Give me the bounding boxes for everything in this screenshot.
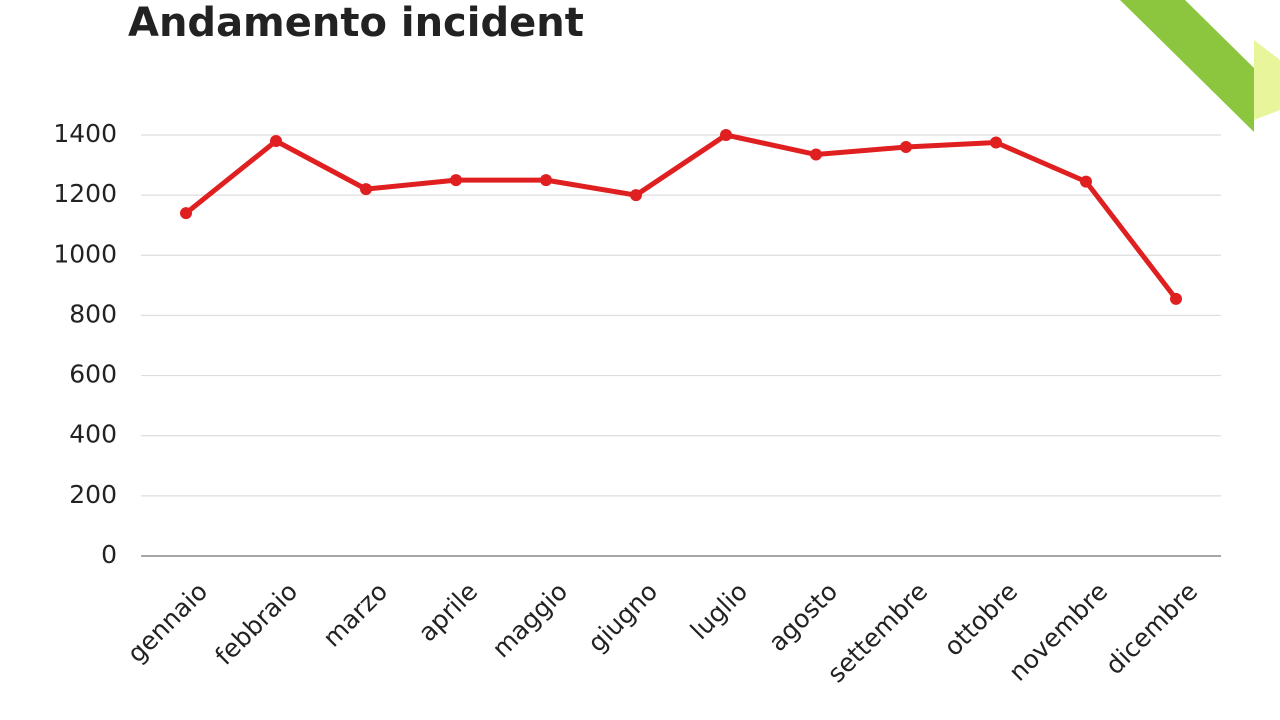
point bbox=[810, 148, 822, 161]
point bbox=[630, 189, 642, 202]
y-tick-label: 400 bbox=[69, 420, 117, 449]
x-tick-label: aprile bbox=[413, 577, 484, 648]
y-tick-label: 0 bbox=[101, 540, 117, 569]
decoration bbox=[1254, 40, 1280, 120]
x-tick-label: febbraio bbox=[209, 577, 303, 671]
chart-title: Andamento incident bbox=[128, 0, 584, 46]
point bbox=[1170, 292, 1182, 305]
point bbox=[720, 129, 732, 141]
point bbox=[180, 207, 192, 220]
point bbox=[1080, 175, 1092, 188]
line bbox=[184, 132, 1178, 301]
x-tick-label: agosto bbox=[763, 577, 843, 657]
x-tick-label: giugno bbox=[582, 577, 663, 658]
x-tick-label: maggio bbox=[486, 577, 573, 664]
point bbox=[450, 174, 462, 187]
point bbox=[900, 141, 912, 154]
x-tick-label: marzo bbox=[317, 577, 393, 653]
point bbox=[990, 136, 1002, 149]
y-tick-label: 200 bbox=[69, 480, 117, 509]
y-tick-label: 1200 bbox=[53, 179, 117, 208]
y-tick-label: 1000 bbox=[53, 239, 117, 268]
x-tick-label: novembre bbox=[1003, 577, 1113, 687]
x-tick-label: luglio bbox=[685, 577, 753, 645]
x-tick-label: ottobre bbox=[938, 577, 1023, 662]
point bbox=[270, 135, 282, 148]
point bbox=[360, 183, 372, 196]
decoration bbox=[1120, 0, 1254, 132]
y-tick-label: 1400 bbox=[53, 119, 117, 148]
y-tick-label: 800 bbox=[69, 299, 117, 328]
y-tick-label: 600 bbox=[69, 360, 117, 389]
x-tick-label: dicembre bbox=[1100, 577, 1203, 680]
x-tick-label: gennaio bbox=[122, 577, 214, 669]
point bbox=[540, 174, 552, 187]
